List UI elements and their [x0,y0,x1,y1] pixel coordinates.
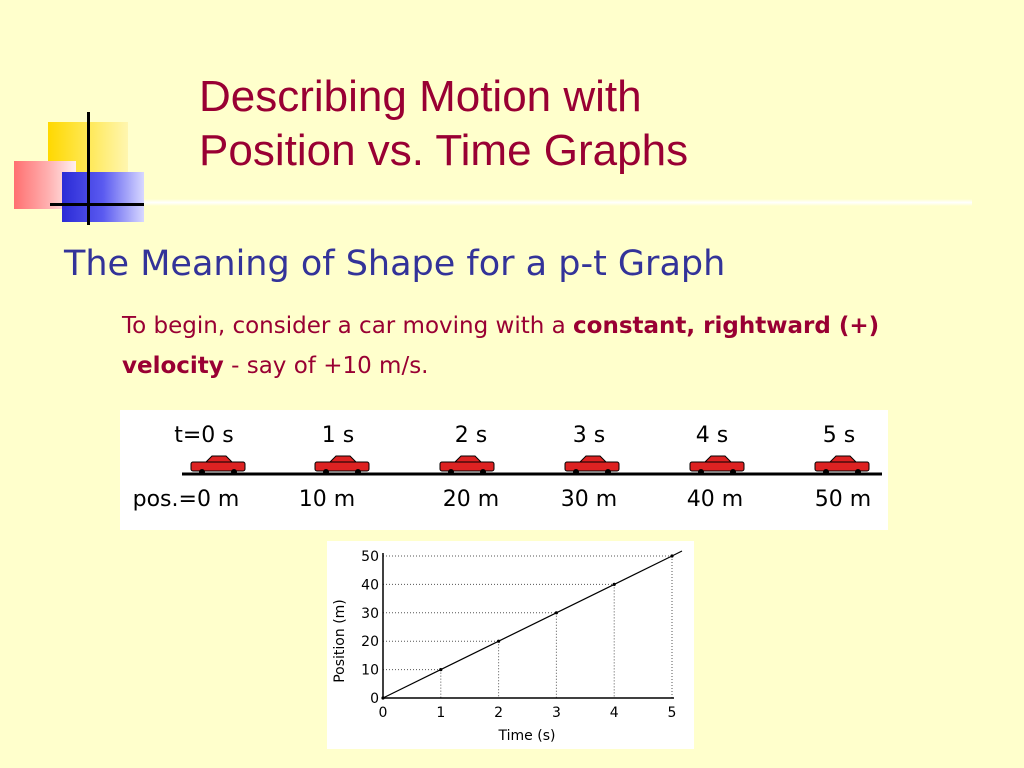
car-motion-diagram: t=0 s 1 s 2 s 3 s 4 s 5 s pos.=0 m 10 m 20 m 30 … [120,410,888,530]
position-label: 50 m [815,487,871,512]
car-icon [689,455,745,475]
data-point [670,554,674,558]
car-motion-svg: t=0 s 1 s 2 s 3 s 4 s 5 s pos.=0 m 10 m 20 m 30 … [133,423,882,512]
car-icon [814,455,870,475]
chart-axes [382,553,674,699]
body-paragraph: To begin, consider a car moving with a c… [122,306,902,386]
chart-series [381,550,683,700]
title-underline [144,199,972,206]
position-label: 30 m [561,487,617,512]
y-tick-label: 10 [361,663,379,679]
data-point [497,639,501,643]
time-label: 4 s [696,423,728,448]
y-tick-label: 20 [361,634,379,650]
slide-subtitle: The Meaning of Shape for a p-t Graph [64,244,726,284]
x-tick-label: 2 [494,705,503,721]
data-point [439,668,443,672]
position-label: 10 m [299,487,355,512]
car-icon [564,455,620,475]
y-tick-labels: 0 10 20 30 40 50 [361,549,379,707]
position-label: 20 m [443,487,499,512]
y-axis-label: Position (m) [332,599,348,683]
time-labels: t=0 s 1 s 2 s 3 s 4 s 5 s [174,423,855,448]
position-time-graph: 0 10 20 30 40 50 0 1 2 3 4 5 Time (s) Position (m) [327,541,694,749]
position-label: 40 m [687,487,743,512]
car-icon [190,455,246,475]
slide-title: Describing Motion with Position vs. Time… [199,70,688,178]
time-label: t=0 s [174,423,234,448]
time-label: 2 s [455,423,487,448]
time-label: 5 s [823,423,855,448]
data-point [381,696,385,700]
slide-title-line-1: Describing Motion with [199,72,642,121]
y-tick-label: 30 [361,606,379,622]
slide-title-line-2: Position vs. Time Graphs [199,126,689,175]
y-tick-label: 0 [370,691,379,707]
y-tick-label: 50 [361,549,379,565]
time-label: 3 s [573,423,605,448]
series-line [382,550,683,699]
body-text-bold: constant, rightward (+) velocity [122,313,880,379]
data-point [612,582,616,586]
body-text-part-1: To begin, consider a car moving with a [122,313,574,339]
y-tick-label: 40 [361,577,379,593]
position-time-chart: 0 10 20 30 40 50 0 1 2 3 4 5 Time (s) Position (m) [332,549,683,744]
x-tick-label: 5 [668,705,677,721]
x-tick-labels: 0 1 2 3 4 5 [379,705,677,721]
car-icon [314,455,370,475]
position-labels: pos.=0 m 10 m 20 m 30 m 40 m 50 m [133,487,872,512]
cars [190,455,870,475]
data-point [554,611,558,615]
x-tick-label: 1 [436,705,445,721]
x-tick-label: 3 [552,705,561,721]
decor-horizontal-line [50,203,144,206]
x-axis-label: Time (s) [498,728,556,744]
x-tick-label: 4 [610,705,619,721]
x-tick-label: 0 [379,705,388,721]
decor-vertical-line [87,112,90,225]
time-label: 1 s [322,423,354,448]
decor-blue-square [62,172,144,222]
car-icon [439,455,495,475]
body-text-part-2: - say of +10 m/s. [223,353,429,379]
position-label: pos.=0 m [133,487,240,512]
chart-grid [383,555,673,698]
